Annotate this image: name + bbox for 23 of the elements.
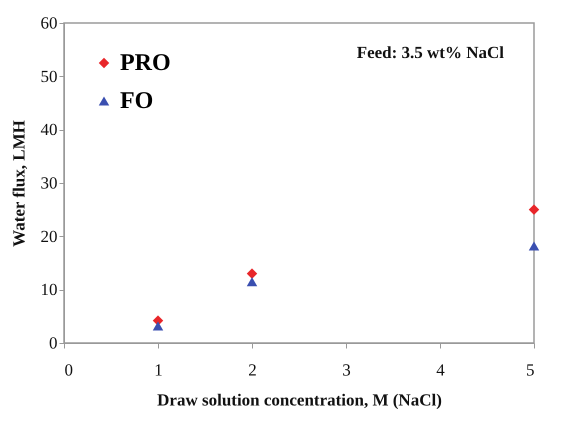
x-axis-title: Draw solution concentration, M (NaCl) (157, 390, 442, 410)
y-tick-label: 0 (49, 334, 58, 352)
x-tick-label: 4 (436, 360, 446, 380)
point (528, 241, 540, 250)
x-tick-label: 0 (64, 360, 73, 380)
y-tick-label: 50 (40, 66, 58, 86)
point (246, 268, 258, 279)
point (152, 321, 164, 330)
y-axis-title: Water flux, LMH (10, 120, 28, 247)
x-tick-label: 3 (342, 360, 351, 380)
x-tick-label: 1 (154, 360, 163, 380)
point (528, 204, 540, 215)
y-tick-label: 40 (40, 120, 58, 140)
y-tick-label: 20 (40, 226, 58, 246)
legend-label: PRO (120, 50, 171, 76)
x-tick-label: 5 (526, 360, 534, 380)
y-tick-label: 10 (40, 280, 58, 300)
legend-label: FO (120, 88, 154, 114)
y-tick-label: 30 (40, 174, 58, 192)
annotation: Feed: 3.5 wt% NaCl (356, 43, 504, 62)
y-tick-label: 60 (40, 14, 58, 32)
point (246, 277, 258, 286)
x-tick-label: 2 (248, 360, 257, 380)
